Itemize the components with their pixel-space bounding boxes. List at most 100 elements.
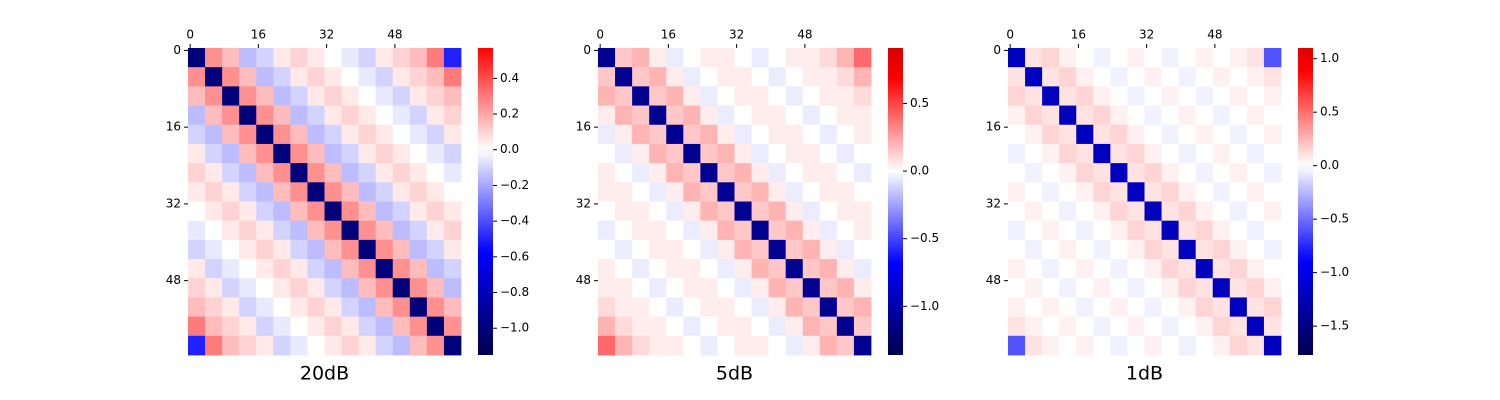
y-tick-label: 48 [576,273,591,287]
heatmap-cell [1212,316,1231,337]
heatmap-cell [700,278,718,298]
heatmap-cell [802,335,821,356]
heatmap-cell [239,163,257,183]
colorbar [888,48,903,355]
heatmap-cell [1212,105,1231,126]
heatmap-cell [1008,86,1026,106]
heatmap-cell [188,316,206,337]
heatmap-cell [1178,86,1197,106]
heatmap-cell [1025,105,1043,126]
heatmap-cell [700,86,718,106]
heatmap-cell [1110,201,1128,222]
heatmap-cell [1178,220,1197,241]
heatmap-cell [615,143,633,164]
heatmap-cell [1110,278,1128,298]
heatmap-cell [426,316,445,337]
x-tick-label: 48 [1207,28,1222,42]
heatmap-cell [1093,67,1111,87]
heatmap-cell [1042,220,1060,241]
heatmap-cell [222,278,240,298]
heatmap-cell [1059,220,1077,241]
heatmap-cell [426,297,445,318]
heatmap-cell [683,239,701,260]
heatmap-cell [1263,220,1282,241]
heatmap-cell [1229,297,1248,318]
heatmap-cell [802,278,821,298]
heatmap-cell [853,201,872,222]
heatmap-cell [1127,86,1145,106]
heatmap-cell [290,67,308,87]
x-tick-label: 0 [1006,28,1014,42]
heatmap-cell [222,239,240,260]
heatmap-cell [256,143,274,164]
heatmap-cell [239,259,257,279]
heatmap-cell [683,278,701,298]
heatmap-cell [1110,67,1128,87]
heatmap-cell [256,201,274,222]
heatmap-cell [1178,143,1197,164]
heatmap-cell [307,143,325,164]
heatmap-cell [1212,124,1231,145]
heatmap-cell [1127,220,1145,241]
heatmap-cell [802,297,821,318]
heatmap-cell [700,239,718,260]
heatmap-cell [632,48,650,68]
heatmap-cell [632,105,650,126]
heatmap-cell [443,86,462,106]
heatmap-cell [341,124,360,145]
heatmap-cell [256,297,274,318]
heatmap-cell [751,297,770,318]
heatmap-cell [666,239,684,260]
heatmap-cell [819,335,838,356]
heatmap-cell [734,86,752,106]
heatmap-cell [649,201,667,222]
heatmap-cell [1127,124,1145,145]
heatmap-cell [392,278,411,298]
heatmap-cell [1246,86,1265,106]
heatmap-cell [1229,163,1248,183]
heatmap-cell [324,220,342,241]
heatmap-cell [341,278,360,298]
heatmap-cell [1025,201,1043,222]
heatmap-cell [1195,201,1214,222]
heatmap-cell [239,124,257,145]
colorbar-tick-label: 0.5 [1320,105,1339,119]
heatmap-cell [666,220,684,241]
heatmap-cell [717,201,735,222]
heatmap-cell [1263,259,1282,279]
heatmap-cell [1076,86,1094,106]
heatmap-cell [785,163,804,183]
heatmap-cell [683,48,701,68]
heatmap-cell [1195,86,1214,106]
heatmap-cell [443,297,462,318]
heatmap-cell [205,86,223,106]
heatmap-cell [273,259,291,279]
heatmap-cell [188,143,206,164]
heatmap-cell [649,48,667,68]
heatmap-cell [1042,278,1060,298]
heatmap-cell [717,105,735,126]
heatmap-cell [853,105,872,126]
heatmap-cell [666,316,684,337]
colorbar [478,48,493,355]
heatmap-cell [1093,335,1111,356]
heatmap-cell [1059,67,1077,87]
y-tick-label: 48 [986,273,1001,287]
heatmap-cell [1076,335,1094,356]
y-tick-label: 16 [576,120,591,134]
heatmap-cell [409,201,428,222]
colorbar-tick-label: −0.5 [910,231,939,245]
heatmap-cell [1025,182,1043,202]
heatmap-cell [768,335,787,356]
heatmap-cell [751,278,770,298]
heatmap-cell [375,220,394,241]
heatmap-cell [1042,163,1060,183]
x-tick-label: 48 [797,28,812,42]
heatmap-cell [1059,316,1077,337]
heatmap-cell [1042,239,1060,260]
heatmap-cell [598,335,616,356]
heatmap-cell [649,124,667,145]
heatmap-cell [290,143,308,164]
heatmap-cell [1144,182,1162,202]
heatmap-cell [598,259,616,279]
